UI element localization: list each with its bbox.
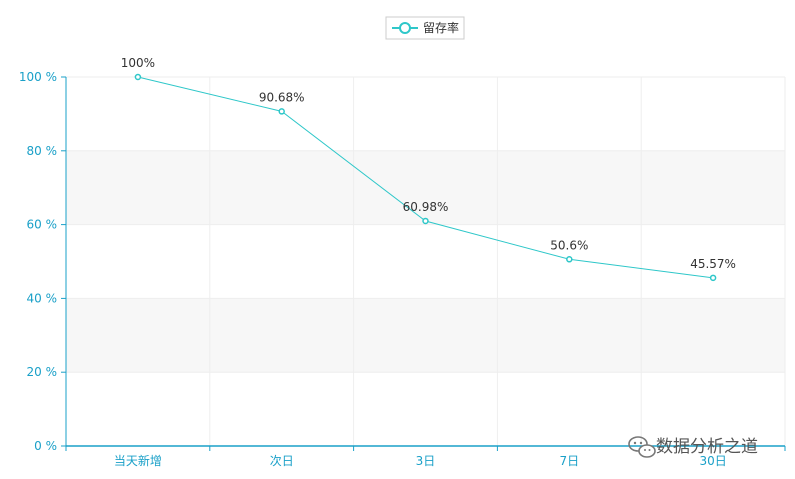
x-tick-label: 当天新增 xyxy=(114,453,162,468)
y-tick-label: 0 % xyxy=(34,439,57,453)
plot-band xyxy=(66,298,785,373)
legend-marker-icon xyxy=(399,22,411,34)
axes: 0 % 20 % 40 % 60 % 80 % 100 % 当天新增 次日 3日 7日 30日 xyxy=(19,70,786,468)
data-point xyxy=(278,108,285,115)
x-tick-label: 次日 xyxy=(270,454,294,468)
plot-band xyxy=(66,150,785,225)
plot-band xyxy=(66,372,785,446)
x-tick-label: 30日 xyxy=(699,454,726,468)
data-point xyxy=(134,73,142,81)
data-label: 90.68% xyxy=(259,90,305,104)
y-tick-label: 80 % xyxy=(27,144,58,158)
y-tick-label: 20 % xyxy=(27,365,58,379)
y-tick-label: 100 % xyxy=(19,70,57,84)
legend[interactable]: 留存率 xyxy=(385,16,465,40)
watermark-text: 数据分析之道 xyxy=(656,437,758,457)
plot-band xyxy=(66,77,785,151)
x-tick-label: 7日 xyxy=(559,454,579,468)
data-point xyxy=(422,217,429,225)
data-point xyxy=(566,256,573,263)
data-label: 50.6% xyxy=(550,238,588,252)
wechat-icon xyxy=(628,436,656,458)
data-point xyxy=(709,274,717,282)
series-group: 100% 90.68% 60.98% 50.6% 45.57% xyxy=(121,56,736,282)
watermark: 数据分析之道 xyxy=(628,436,758,458)
data-label: 60.98% xyxy=(403,200,449,214)
plot-bands xyxy=(66,77,785,446)
plot-band xyxy=(66,224,785,299)
legend-entry: 留存率 xyxy=(423,20,459,35)
grid-lines xyxy=(65,76,786,446)
x-tick-label: 3日 xyxy=(416,454,436,468)
y-tick-label: 40 % xyxy=(27,291,58,305)
data-label: 45.57% xyxy=(690,257,736,271)
data-label: 100% xyxy=(121,56,155,70)
y-tick-label: 60 % xyxy=(27,218,58,232)
